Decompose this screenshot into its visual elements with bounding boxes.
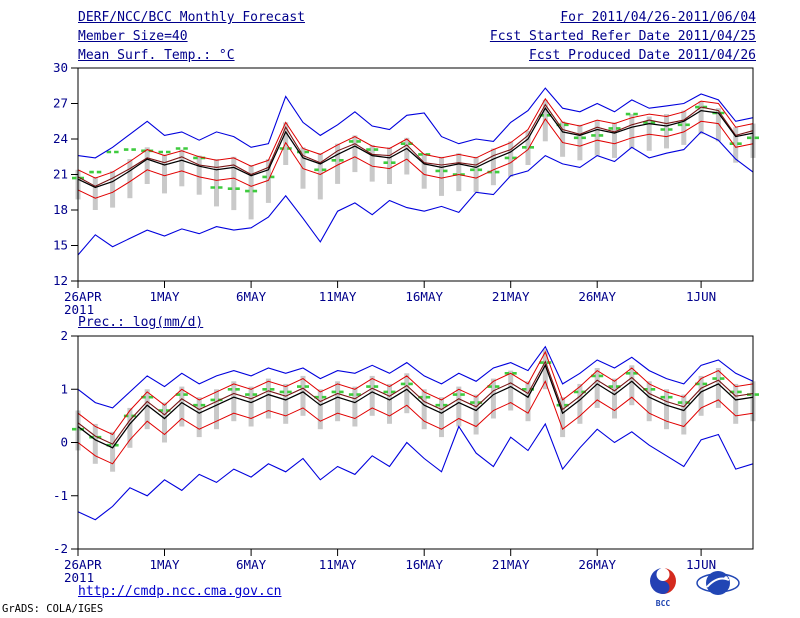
- footer-logos: BCC: [646, 566, 742, 608]
- svg-text:1: 1: [60, 381, 68, 396]
- svg-text:18: 18: [53, 202, 68, 217]
- header-row-3: Mean Surf. Temp.: °C Fcst Produced Date …: [78, 46, 756, 65]
- svg-text:16MAY: 16MAY: [405, 289, 443, 304]
- svg-text:26MAY: 26MAY: [578, 289, 616, 304]
- temp-chart-title: Mean Surf. Temp.: °C: [78, 48, 235, 63]
- svg-text:1MAY: 1MAY: [149, 557, 180, 572]
- svg-text:11MAY: 11MAY: [319, 289, 357, 304]
- svg-text:-1: -1: [53, 488, 68, 503]
- svg-text:2011: 2011: [64, 570, 94, 585]
- temperature-chart: 12 15 18 21 24 27 30 26APR 1MAY 6MAY 11MAY 16MAY 21M…: [53, 60, 759, 317]
- svg-text:1MAY: 1MAY: [149, 289, 180, 304]
- svg-text:21MAY: 21MAY: [492, 557, 530, 572]
- svg-text:15: 15: [53, 238, 68, 253]
- forecast-period: For 2011/04/26-2011/06/04: [560, 10, 756, 25]
- svg-text:2011: 2011: [64, 302, 94, 317]
- svg-text:24: 24: [53, 131, 68, 146]
- plot-title: DERF/NCC/BCC Monthly Forecast: [78, 10, 305, 25]
- svg-text:-2: -2: [53, 541, 68, 556]
- svg-text:26APR: 26APR: [64, 289, 102, 304]
- svg-text:16MAY: 16MAY: [405, 557, 443, 572]
- header-row-2: Member Size=40 Fcst Started Refer Date 2…: [78, 27, 756, 46]
- svg-text:0: 0: [60, 435, 68, 450]
- fcst-produced-date: Fcst Produced Date 2011/04/26: [529, 48, 756, 63]
- precipitation-chart: -2 -1 0 1 2 26APR 1MAY 6MAY 11MAY 16MAY 21MAY 26MAY…: [53, 328, 759, 585]
- cma-logo: [696, 571, 740, 595]
- svg-text:27: 27: [53, 96, 68, 111]
- precip-chart-title: Prec.: log(mm/d): [78, 315, 204, 330]
- svg-text:11MAY: 11MAY: [319, 557, 357, 572]
- svg-text:6MAY: 6MAY: [236, 557, 267, 572]
- header: DERF/NCC/BCC Monthly Forecast For 2011/0…: [78, 8, 756, 65]
- svg-text:21: 21: [53, 167, 68, 182]
- svg-text:30: 30: [53, 60, 68, 75]
- member-size-label: Member Size=40: [78, 29, 188, 44]
- fcst-refer-date: Fcst Started Refer Date 2011/04/25: [489, 29, 756, 44]
- svg-text:26MAY: 26MAY: [578, 557, 616, 572]
- svg-text:1JUN: 1JUN: [686, 289, 716, 304]
- svg-text:2: 2: [60, 328, 68, 343]
- bcc-logo: BCC: [650, 568, 676, 608]
- svg-text:21MAY: 21MAY: [492, 289, 530, 304]
- svg-text:6MAY: 6MAY: [236, 289, 267, 304]
- precip-chart-label: Prec.: log(mm/d): [78, 315, 203, 330]
- source-url-link[interactable]: http://cmdp.ncc.cma.gov.cn: [78, 584, 282, 599]
- svg-text:26APR: 26APR: [64, 557, 102, 572]
- grads-credit: GrADS: COLA/IGES: [2, 603, 104, 615]
- svg-text:1JUN: 1JUN: [686, 557, 716, 572]
- bcc-logo-text: BCC: [656, 599, 671, 608]
- svg-text:12: 12: [53, 273, 68, 288]
- header-row-1: DERF/NCC/BCC Monthly Forecast For 2011/0…: [78, 8, 756, 27]
